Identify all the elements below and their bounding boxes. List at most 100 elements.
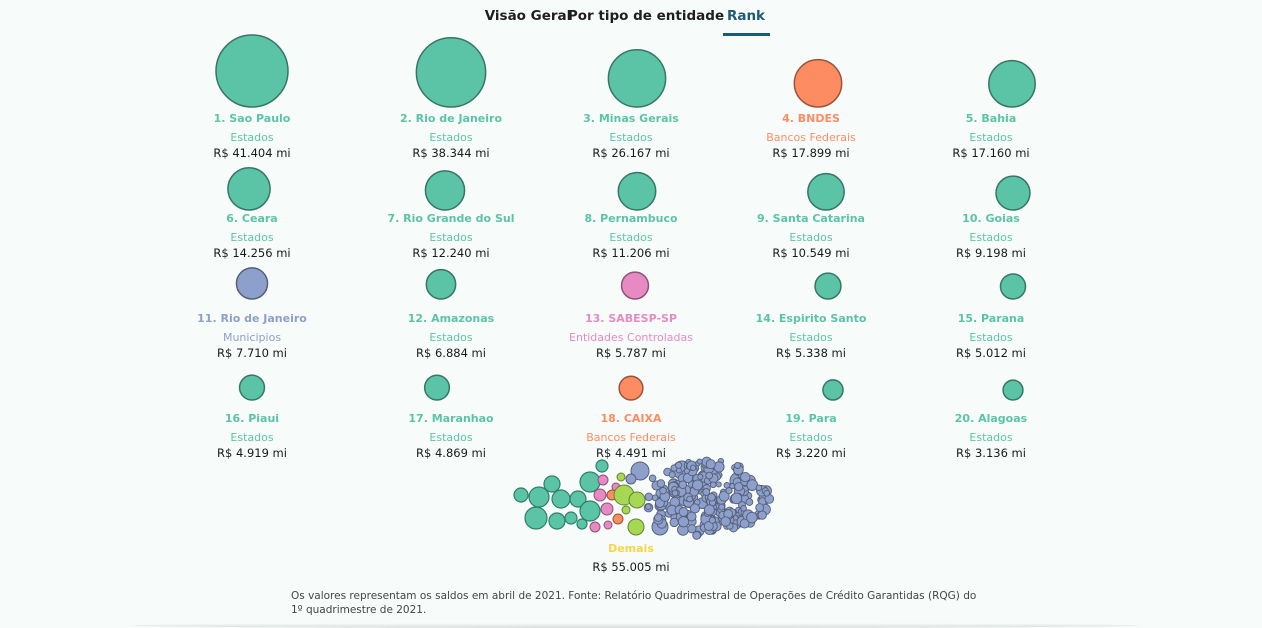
rank-item-19[interactable]: 19. Para Estados R$ 3.220 mi xyxy=(776,379,846,460)
rank-item-9[interactable]: 9. Santa Catarina Estados R$ 10.549 mi xyxy=(757,172,865,260)
demais-bubble xyxy=(524,506,548,530)
tab-rank[interactable]: Rank xyxy=(726,8,766,24)
rank-item-14[interactable]: 14. Espirito Santo Estados R$ 5.338 mi xyxy=(756,272,867,360)
item-category: Entidades Controladas xyxy=(569,331,693,344)
demais-bubble xyxy=(595,459,609,473)
rank-item-13[interactable]: 13. SABESP-SP Entidades Controladas R$ 5.7… xyxy=(569,271,693,360)
demais-bubble xyxy=(739,518,750,529)
bubble[interactable] xyxy=(620,271,650,300)
demais-bubble xyxy=(757,510,767,520)
bubble[interactable] xyxy=(227,167,271,211)
bubble[interactable] xyxy=(423,374,451,401)
bubble[interactable] xyxy=(425,268,457,300)
bubble[interactable] xyxy=(814,272,842,300)
item-name: 5. Bahia xyxy=(966,112,1017,125)
demais-bubble xyxy=(686,495,693,503)
rank-item-4[interactable]: 4. BNDES Bancos Federais R$ 17.899 mi xyxy=(766,58,856,160)
demais-bubble xyxy=(718,490,730,502)
rank-item-11[interactable]: 11. Rio de Janeiro Municipios R$ 7.710 mi xyxy=(197,267,307,360)
rank-item-20[interactable]: 20. Alagoas Estados R$ 3.136 mi xyxy=(955,379,1028,460)
tab-por-tipo-de-entidade[interactable]: Por tipo de entidade xyxy=(567,8,725,24)
item-value: R$ 10.549 mi xyxy=(772,246,849,260)
demais-bubble xyxy=(687,524,697,534)
demais-bubble xyxy=(656,479,666,488)
item-name: 4. BNDES xyxy=(782,112,840,125)
rank-item-2[interactable]: 2. Rio de Janeiro Estados R$ 38.344 mi xyxy=(400,36,502,160)
bubble[interactable] xyxy=(415,36,487,108)
bubble[interactable] xyxy=(617,171,657,211)
item-category: Estados xyxy=(969,431,1012,444)
item-name: 9. Santa Catarina xyxy=(757,212,865,225)
item-name: 3. Minas Gerais xyxy=(583,112,679,125)
demais-bubble xyxy=(564,511,578,525)
bubble[interactable] xyxy=(235,267,269,300)
bubble[interactable] xyxy=(822,379,844,401)
demais-label: Demais xyxy=(608,542,654,555)
demais-bubble xyxy=(659,486,667,495)
bubble[interactable] xyxy=(1002,379,1024,401)
item-name: 19. Para xyxy=(785,412,836,425)
rank-item-12[interactable]: 12. Amazonas Estados R$ 6.884 mi xyxy=(408,268,495,360)
bubble[interactable] xyxy=(999,273,1027,300)
bubble[interactable] xyxy=(995,175,1031,211)
item-name: 8. Pernambuco xyxy=(584,212,678,225)
rank-item-10[interactable]: 10. Goias Estados R$ 9.198 mi xyxy=(956,175,1031,260)
demais-bubble xyxy=(551,489,571,509)
demais-bubble xyxy=(740,471,751,483)
demais-bubble xyxy=(689,503,700,514)
item-category: Estados xyxy=(789,231,832,244)
item-name: 10. Goias xyxy=(962,212,1020,225)
item-name: 1. Sao Paulo xyxy=(214,112,291,125)
bubble[interactable] xyxy=(618,375,644,401)
rank-item-8[interactable]: 8. Pernambuco Estados R$ 11.206 mi xyxy=(584,171,678,260)
item-name: 7. Rio Grande do Sul xyxy=(388,212,515,225)
demais-bubble xyxy=(705,459,716,470)
item-category: Estados xyxy=(230,131,273,144)
demais-cluster[interactable]: Demais R$ 55.005 mi xyxy=(513,456,775,574)
demais-bubble xyxy=(686,511,697,522)
item-name: 17. Maranhao xyxy=(408,412,494,425)
item-value: R$ 7.710 mi xyxy=(217,346,287,360)
bubble[interactable] xyxy=(215,34,289,108)
item-name: 14. Espirito Santo xyxy=(756,312,867,325)
rank-item-16[interactable]: 16. Piaui Estados R$ 4.919 mi xyxy=(217,374,287,460)
rank-item-18[interactable]: 18. CAIXA Bancos Federais R$ 4.491 mi xyxy=(586,375,676,460)
bubble[interactable] xyxy=(424,170,466,211)
item-value: R$ 3.220 mi xyxy=(776,446,846,460)
bubble[interactable] xyxy=(807,172,845,211)
bubble[interactable] xyxy=(988,59,1036,108)
rank-item-1[interactable]: 1. Sao Paulo Estados R$ 41.404 mi xyxy=(213,34,291,160)
demais-bubble xyxy=(644,492,654,502)
item-category: Estados xyxy=(429,431,472,444)
item-category: Estados xyxy=(969,131,1012,144)
demais-bubble xyxy=(648,474,657,483)
tab-visao-geral[interactable]: Visão Geral xyxy=(484,8,572,24)
demais-bubble xyxy=(689,464,697,471)
rank-item-15[interactable]: 15. Parana Estados R$ 5.012 mi xyxy=(956,273,1027,360)
bubble[interactable] xyxy=(238,374,266,401)
rank-item-5[interactable]: 5. Bahia Estados R$ 17.160 mi xyxy=(952,59,1036,160)
demais-bubble xyxy=(548,512,566,530)
rank-bubble-chart: 1. Sao Paulo Estados R$ 41.404 mi 2. Rio de… xyxy=(197,34,1036,574)
item-value: R$ 4.919 mi xyxy=(217,446,287,460)
demais-bubble xyxy=(579,500,601,522)
rank-item-17[interactable]: 17. Maranhao Estados R$ 4.869 mi xyxy=(408,374,494,460)
item-value: R$ 12.240 mi xyxy=(412,246,489,260)
rank-item-3[interactable]: 3. Minas Gerais Estados R$ 26.167 mi xyxy=(583,49,679,160)
demais-bubble xyxy=(707,493,716,502)
item-name: 2. Rio de Janeiro xyxy=(400,112,502,125)
item-name: 12. Amazonas xyxy=(408,312,495,325)
rank-item-6[interactable]: 6. Ceara Estados R$ 14.256 mi xyxy=(213,167,291,260)
demais-bubble xyxy=(678,480,688,489)
item-category: Bancos Federais xyxy=(766,131,856,144)
bubble[interactable] xyxy=(607,49,667,108)
item-value: R$ 9.198 mi xyxy=(956,246,1026,260)
bubble[interactable] xyxy=(793,58,843,108)
item-value: R$ 5.338 mi xyxy=(776,346,846,360)
demais-bubble xyxy=(696,458,703,465)
demais-bubble xyxy=(703,504,715,516)
item-category: Bancos Federais xyxy=(586,431,676,444)
demais-bubble xyxy=(569,490,587,508)
rank-item-7[interactable]: 7. Rio Grande do Sul Estados R$ 12.240 mi xyxy=(388,170,515,260)
item-category: Estados xyxy=(969,231,1012,244)
